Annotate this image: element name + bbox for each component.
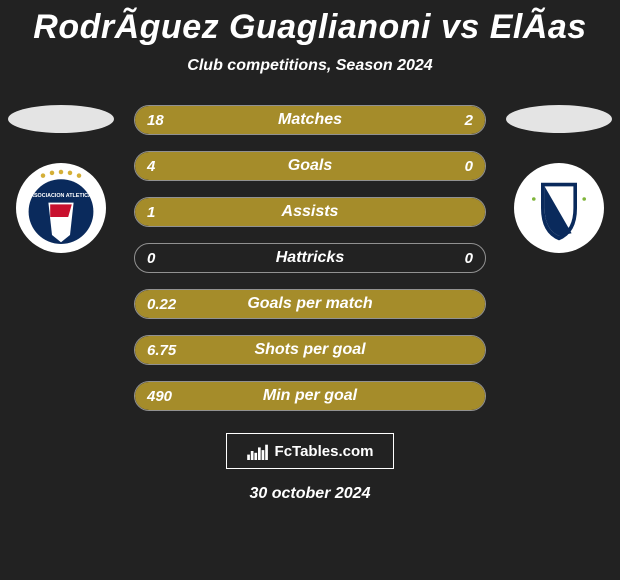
fctables-icon (247, 442, 269, 460)
stat-row: 4Goals0 (134, 151, 486, 181)
stat-row: 1Assists (134, 197, 486, 227)
stat-row: 18Matches2 (134, 105, 486, 135)
stat-row: 6.75Shots per goal (134, 335, 486, 365)
svg-text:ASOCIACION ATLETICA: ASOCIACION ATLETICA (30, 193, 92, 199)
stat-label: Goals per match (135, 295, 485, 313)
stat-label: Assists (135, 203, 485, 221)
right-club-badge: V (514, 163, 604, 253)
stat-label: Hattricks (135, 249, 485, 267)
left-club-badge: ASOCIACION ATLETICA (16, 163, 106, 253)
right-player-ellipse (506, 105, 612, 133)
stat-value-right: 0 (465, 158, 473, 175)
subtitle: Club competitions, Season 2024 (0, 57, 620, 75)
right-column: V (504, 105, 614, 253)
stat-value-right: 0 (465, 250, 473, 267)
stat-row: 0Hattricks0 (134, 243, 486, 273)
stat-label: Matches (135, 111, 485, 129)
stat-label: Shots per goal (135, 341, 485, 359)
svg-text:V: V (554, 192, 565, 208)
stat-value-right: 2 (465, 112, 473, 129)
argentinos-juniors-icon: ASOCIACION ATLETICA (16, 163, 106, 253)
left-column: ASOCIACION ATLETICA (6, 105, 116, 253)
footer-brand-text: FcTables.com (275, 443, 374, 460)
stat-label: Goals (135, 157, 485, 175)
main-row: ASOCIACION ATLETICA 18Matches2 4Goals0 1As… (0, 105, 620, 411)
footer-brand: FcTables.com (226, 433, 394, 469)
left-player-ellipse (8, 105, 114, 133)
velez-sarsfield-icon: V (514, 163, 604, 253)
stat-label: Min per goal (135, 387, 485, 405)
stat-row: 0.22Goals per match (134, 289, 486, 319)
date-text: 30 october 2024 (0, 485, 620, 503)
page-title: RodrÃ­guez Guaglianoni vs ElÃ­as (0, 0, 620, 47)
stat-row: 490Min per goal (134, 381, 486, 411)
stats-column: 18Matches24Goals01Assists0Hattricks00.22… (116, 105, 504, 411)
